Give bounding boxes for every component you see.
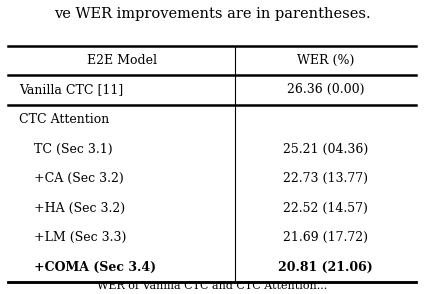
Text: 20.81 (21.06): 20.81 (21.06) <box>278 261 373 274</box>
Text: +COMA (Sec 3.4): +COMA (Sec 3.4) <box>34 261 156 274</box>
Text: 22.52 (14.57): 22.52 (14.57) <box>283 202 368 215</box>
Text: +CA (Sec 3.2): +CA (Sec 3.2) <box>34 172 124 185</box>
Text: WER of Vanilla CTC and CTC Attention...: WER of Vanilla CTC and CTC Attention... <box>97 281 327 291</box>
Text: 26.36 (0.00): 26.36 (0.00) <box>287 83 364 96</box>
Text: TC (Sec 3.1): TC (Sec 3.1) <box>34 143 112 156</box>
Text: 22.73 (13.77): 22.73 (13.77) <box>283 172 368 185</box>
Text: +LM (Sec 3.3): +LM (Sec 3.3) <box>34 231 126 244</box>
Text: +HA (Sec 3.2): +HA (Sec 3.2) <box>34 202 125 215</box>
Text: ve WER improvements are in parentheses.: ve WER improvements are in parentheses. <box>54 7 370 21</box>
Text: 21.69 (17.72): 21.69 (17.72) <box>283 231 368 244</box>
Text: Vanilla CTC [11]: Vanilla CTC [11] <box>19 83 123 96</box>
Text: E2E Model: E2E Model <box>87 54 157 67</box>
Text: WER (%): WER (%) <box>297 54 354 67</box>
Text: CTC Attention: CTC Attention <box>19 113 109 126</box>
Text: 25.21 (04.36): 25.21 (04.36) <box>283 143 368 156</box>
